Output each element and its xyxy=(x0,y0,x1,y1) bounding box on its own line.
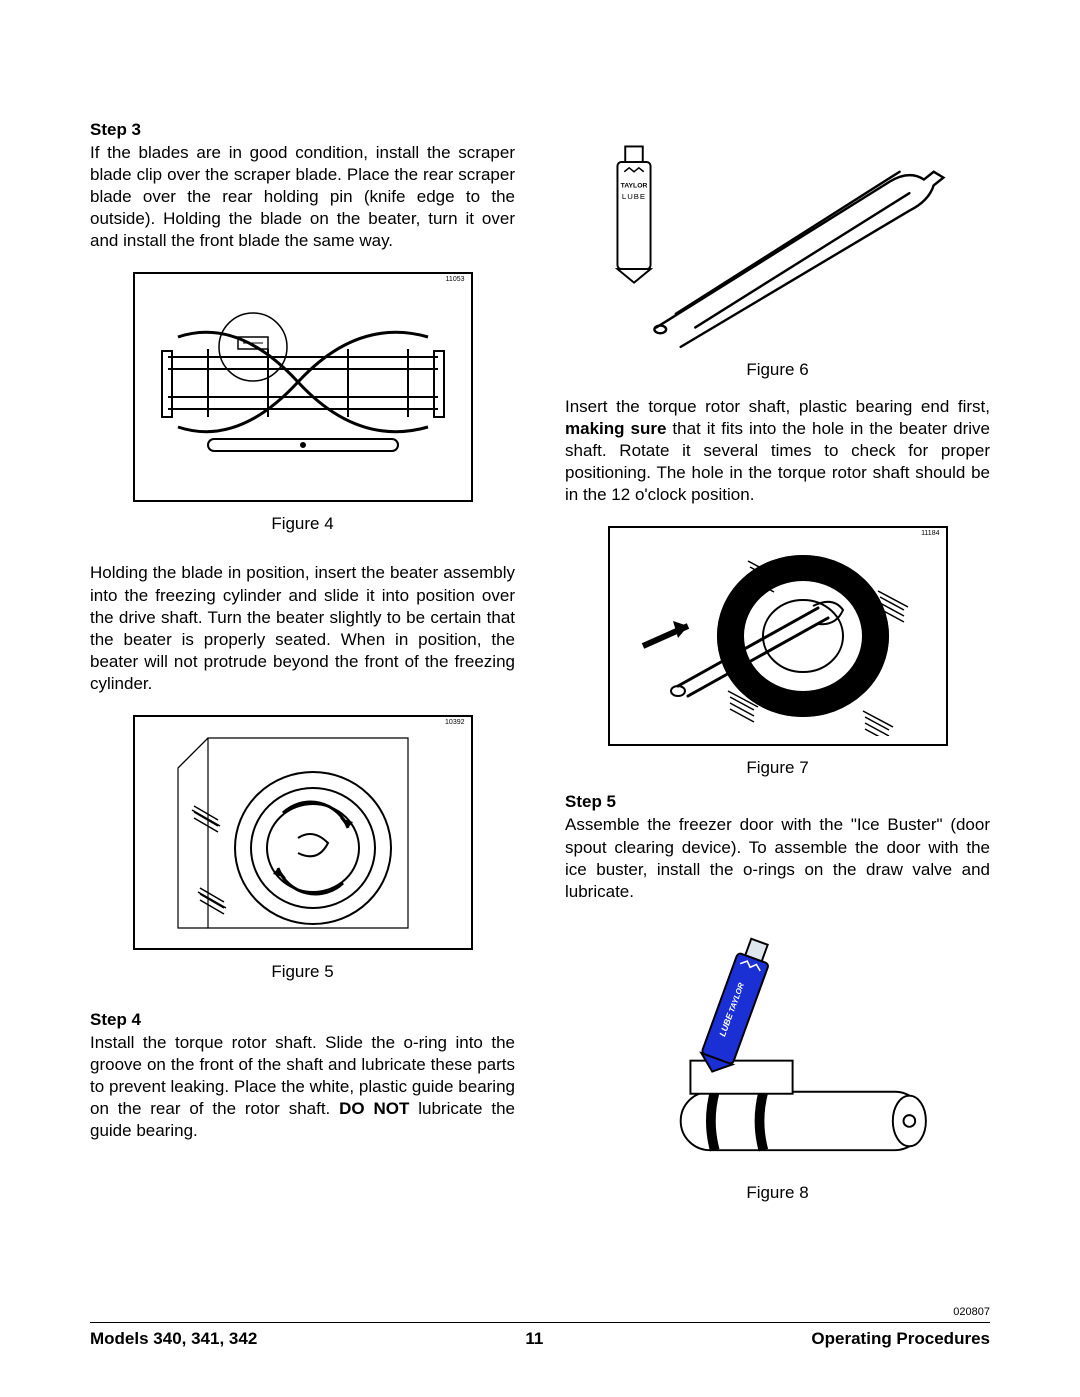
figure-6-illustration: TAYLOR LUBE xyxy=(598,120,958,350)
manual-page: Step 3 If the blades are in good conditi… xyxy=(0,0,1080,1397)
step-5-text: Assemble the freezer door with the "Ice … xyxy=(565,814,990,902)
figure-5-caption: Figure 5 xyxy=(90,962,515,982)
footer-page-number: 11 xyxy=(525,1329,543,1349)
figure-5-illustration xyxy=(148,728,458,938)
para6-a: Insert the torque rotor shaft, plastic b… xyxy=(565,397,990,416)
footer-rule xyxy=(90,1322,990,1323)
figure-7-illustration xyxy=(618,536,938,736)
para6-bold: making sure xyxy=(565,419,666,438)
figure-6-caption: Figure 6 xyxy=(565,360,990,380)
page-footer: 020807 Models 340, 341, 342 11 Operating… xyxy=(90,1306,990,1349)
figure-5-box: 10392 xyxy=(133,715,473,950)
para-after-figure-6: Insert the torque rotor shaft, plastic b… xyxy=(565,396,990,506)
step-3-text: If the blades are in good condition, ins… xyxy=(90,142,515,252)
svg-text:TAYLOR: TAYLOR xyxy=(620,182,647,189)
figure-4-caption: Figure 4 xyxy=(90,514,515,534)
figure-8-caption: Figure 8 xyxy=(565,1183,990,1203)
svg-text:LUBE: LUBE xyxy=(621,192,645,201)
para-after-figure-4: Holding the blade in position, insert th… xyxy=(90,562,515,695)
figure-8-illustration: TAYLOR LUBE xyxy=(598,923,958,1173)
step-4-text: Install the torque rotor shaft. Slide th… xyxy=(90,1032,515,1142)
figure-5-id: 10392 xyxy=(445,719,464,726)
step-5-heading: Step 5 xyxy=(565,792,990,812)
footer-left: Models 340, 341, 342 xyxy=(90,1329,257,1349)
figure-7-box: 11184 xyxy=(608,526,948,746)
step-3-heading: Step 3 xyxy=(90,120,515,140)
step-4-bold: DO NOT xyxy=(339,1099,409,1118)
two-column-layout: Step 3 If the blades are in good conditi… xyxy=(90,120,990,1203)
footer-right: Operating Procedures xyxy=(811,1329,990,1349)
footer-row: Models 340, 341, 342 11 Operating Proced… xyxy=(90,1329,990,1349)
footer-date: 020807 xyxy=(90,1306,990,1318)
figure-4-id: 11053 xyxy=(446,276,465,283)
figure-4-illustration xyxy=(148,287,458,487)
figure-7-id: 11184 xyxy=(921,530,939,537)
step-4-heading: Step 4 xyxy=(90,1010,515,1030)
figure-4-box: 11053 xyxy=(133,272,473,502)
figure-7-caption: Figure 7 xyxy=(565,758,990,778)
right-column: TAYLOR LUBE Figure 6 Insert the torque r… xyxy=(565,120,990,1203)
left-column: Step 3 If the blades are in good conditi… xyxy=(90,120,515,1203)
